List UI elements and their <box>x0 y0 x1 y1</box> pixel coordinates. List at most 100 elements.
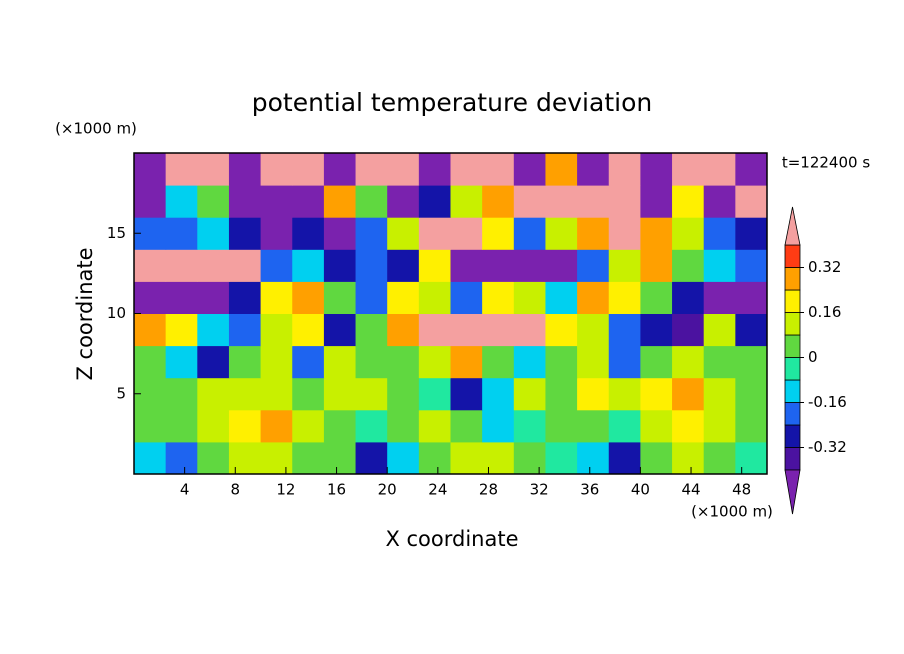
field-cell <box>387 249 420 282</box>
colorbar-block <box>784 424 801 448</box>
field-cell <box>608 441 641 475</box>
field-cell <box>513 153 546 186</box>
field-cell <box>577 345 610 379</box>
colorbar-block <box>784 334 801 358</box>
field-cell <box>228 281 262 314</box>
field-cell <box>260 217 293 250</box>
field-cell <box>577 377 610 411</box>
field-cell <box>672 409 705 443</box>
field-cell <box>197 217 230 250</box>
field-cell <box>672 153 705 186</box>
field-cell <box>608 281 641 314</box>
x-tick-label: 24 <box>428 481 447 499</box>
field-cell <box>387 281 420 314</box>
field-cell <box>482 409 515 443</box>
field-cell <box>482 185 515 218</box>
field-cell <box>355 281 388 314</box>
x-unit: (×1000 m) <box>691 503 773 521</box>
field-cell <box>672 441 705 475</box>
field-cell <box>165 249 198 282</box>
field-cell <box>323 441 357 475</box>
field-cell <box>418 185 451 218</box>
field-cell <box>292 217 325 250</box>
field-cell <box>482 377 515 411</box>
field-cell <box>228 217 262 250</box>
colorbar-tick-label: 0.32 <box>808 258 841 276</box>
colorbar-tick-label: -0.16 <box>808 393 847 411</box>
field-cell <box>387 409 420 443</box>
x-tick-label: 32 <box>530 481 549 499</box>
field-cell <box>513 345 546 379</box>
field-cell <box>735 281 768 314</box>
field-cell <box>355 217 388 250</box>
field-cell <box>197 441 230 475</box>
field-cell <box>640 281 673 314</box>
x-tick-label: 16 <box>327 481 346 499</box>
field-cell <box>672 377 705 411</box>
field-cell <box>323 185 357 218</box>
colorbar-block <box>784 379 801 403</box>
field-cell <box>260 409 293 443</box>
field-cell <box>260 313 293 347</box>
field-cell <box>228 345 262 379</box>
field-cell <box>323 281 357 314</box>
field-cell <box>482 217 515 250</box>
field-cell <box>703 313 736 347</box>
field-cell <box>545 313 578 347</box>
field-cell <box>450 217 483 250</box>
x-tick-label: 20 <box>378 481 397 499</box>
field-cell <box>387 377 420 411</box>
field-cell <box>703 185 736 218</box>
field-cell <box>640 153 673 186</box>
field-cell <box>323 409 357 443</box>
field-cell <box>640 441 673 475</box>
field-cell <box>165 345 198 379</box>
field-cell <box>165 185 198 218</box>
field-cell <box>450 249 483 282</box>
field-cell <box>323 377 357 411</box>
field-cell <box>545 377 578 411</box>
field-cell <box>292 409 325 443</box>
field-cell <box>513 441 546 475</box>
field-cell <box>260 345 293 379</box>
field-cell <box>545 217 578 250</box>
field-cell <box>165 377 198 411</box>
field-cell <box>228 313 262 347</box>
field-cell <box>134 281 167 314</box>
x-tick-label: 48 <box>732 481 751 499</box>
field-cell <box>672 217 705 250</box>
colorbar-block <box>784 357 801 381</box>
field-cell <box>292 377 325 411</box>
x-tick-label: 44 <box>681 481 700 499</box>
colorbar-block <box>784 244 801 268</box>
field-cell <box>577 249 610 282</box>
field-cell <box>577 441 610 475</box>
field-cell <box>355 441 388 475</box>
field-cell <box>513 249 546 282</box>
field-cell <box>640 313 673 347</box>
field-cell <box>418 377 451 411</box>
field-cell <box>323 153 357 186</box>
field-cell <box>387 313 420 347</box>
field-cell <box>197 249 230 282</box>
field-cell <box>545 281 578 314</box>
field-cell <box>418 249 451 282</box>
field-cell <box>323 345 357 379</box>
field-cell <box>545 249 578 282</box>
field-cell <box>418 345 451 379</box>
field-cell <box>577 313 610 347</box>
colorbar-lower-triangle <box>784 469 801 515</box>
field-cell <box>672 313 705 347</box>
x-tick-label: 8 <box>231 481 241 499</box>
y-unit: (×1000 m) <box>55 120 137 138</box>
field-cell <box>292 313 325 347</box>
field-cell <box>450 377 483 411</box>
field-cell <box>672 185 705 218</box>
field-cell <box>387 185 420 218</box>
y-tick-label: 5 <box>116 384 126 402</box>
field-cell <box>703 377 736 411</box>
field-cell <box>450 313 483 347</box>
field-cell <box>703 409 736 443</box>
field-cell <box>418 153 451 186</box>
